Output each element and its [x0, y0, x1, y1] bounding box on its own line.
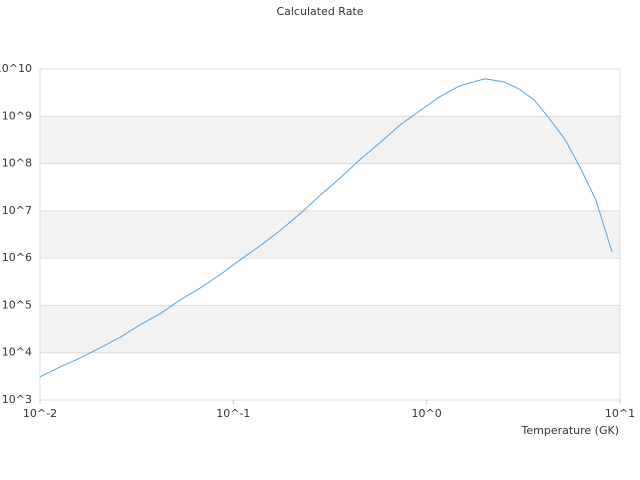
- x-tick-label: 10^1: [605, 407, 635, 420]
- y-tick-label: 10^6: [2, 251, 32, 264]
- y-tick-label: 10^4: [2, 346, 32, 359]
- data-line: [39, 78, 613, 378]
- grid-band: [40, 305, 620, 353]
- x-axis-label: Temperature (GK): [521, 424, 620, 437]
- grid-band: [40, 210, 620, 259]
- grid-band: [40, 116, 620, 164]
- y-tick-label: 10^7: [2, 204, 32, 217]
- y-tick-label: 10^8: [2, 157, 32, 170]
- chart-title: Calculated Rate: [276, 5, 363, 18]
- y-tick-label: 10^5: [2, 298, 32, 311]
- x-tick-label: 10^-1: [216, 407, 250, 420]
- x-tick-label: 10^0: [412, 407, 442, 420]
- y-tick-label: 10^9: [2, 109, 32, 122]
- y-tick-label: 10^3: [2, 393, 32, 406]
- x-tick-label: 10^-2: [23, 407, 57, 420]
- y-tick-label: 10^10: [0, 62, 32, 75]
